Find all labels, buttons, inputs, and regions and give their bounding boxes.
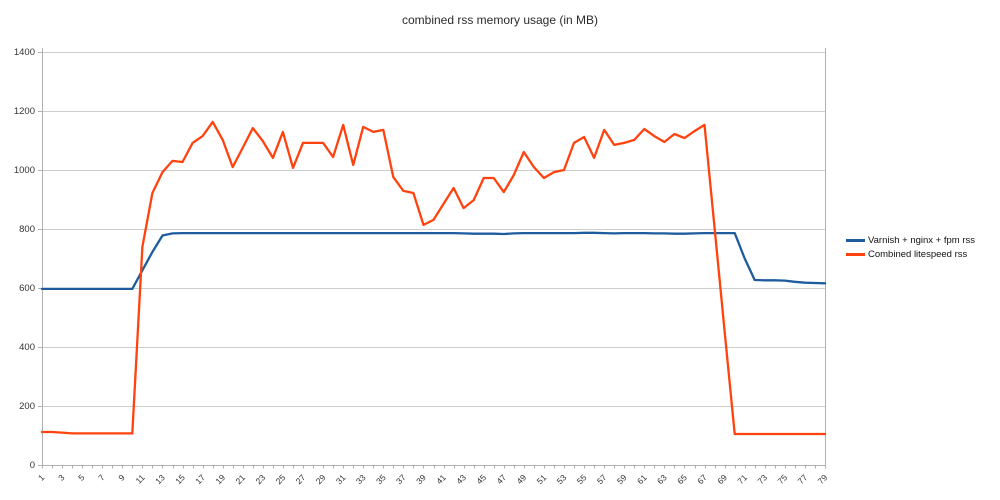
y-axis-labels: 0 200 400 600 800 1000 1200 1400	[14, 47, 35, 471]
svg-text:0: 0	[30, 460, 35, 471]
svg-text:45: 45	[474, 472, 488, 486]
svg-text:200: 200	[19, 401, 35, 412]
svg-text:65: 65	[675, 472, 689, 486]
svg-text:27: 27	[294, 472, 308, 486]
svg-text:39: 39	[414, 472, 428, 486]
svg-text:400: 400	[19, 342, 35, 353]
svg-text:33: 33	[354, 472, 368, 486]
svg-text:43: 43	[454, 472, 468, 486]
legend-line-varnish-icon	[846, 239, 865, 242]
series-line-litespeed	[40, 120, 827, 436]
svg-text:67: 67	[695, 472, 709, 486]
legend-line-litespeed-icon	[846, 253, 865, 256]
svg-text:9: 9	[116, 472, 127, 483]
svg-text:31: 31	[334, 472, 348, 486]
svg-text:37: 37	[394, 472, 408, 486]
svg-text:1000: 1000	[14, 165, 35, 176]
svg-text:5: 5	[76, 472, 87, 483]
svg-text:71: 71	[735, 472, 749, 486]
legend: Varnish + nginx + fpm rss Combined lites…	[846, 235, 975, 260]
svg-text:7: 7	[96, 472, 107, 483]
svg-text:17: 17	[193, 472, 207, 486]
legend-item-litespeed: Combined litespeed rss	[846, 249, 975, 260]
svg-text:77: 77	[796, 472, 810, 486]
y-gridlines	[42, 52, 825, 407]
svg-text:51: 51	[535, 472, 549, 486]
svg-text:59: 59	[615, 472, 629, 486]
svg-text:15: 15	[173, 472, 187, 486]
svg-text:1: 1	[36, 472, 47, 483]
svg-text:69: 69	[715, 472, 729, 486]
svg-text:79: 79	[816, 472, 830, 486]
svg-text:23: 23	[253, 472, 267, 486]
svg-text:3: 3	[56, 472, 67, 483]
svg-text:55: 55	[575, 472, 589, 486]
svg-text:73: 73	[755, 472, 769, 486]
svg-text:21: 21	[233, 472, 247, 486]
svg-text:63: 63	[655, 472, 669, 486]
svg-text:35: 35	[374, 472, 388, 486]
series-line-varnish	[40, 231, 827, 291]
svg-text:57: 57	[595, 472, 609, 486]
axis-ticks	[38, 52, 826, 469]
legend-label-varnish: Varnish + nginx + fpm rss	[868, 235, 976, 246]
svg-text:25: 25	[274, 472, 288, 486]
axes	[38, 48, 826, 466]
svg-text:53: 53	[555, 472, 569, 486]
svg-text:1400: 1400	[14, 47, 35, 58]
svg-text:41: 41	[434, 472, 448, 486]
svg-text:1200: 1200	[14, 106, 35, 117]
svg-text:11: 11	[133, 472, 147, 486]
svg-text:75: 75	[775, 472, 789, 486]
legend-item-varnish: Varnish + nginx + fpm rss	[846, 235, 975, 246]
legend-label-litespeed: Combined litespeed rss	[868, 249, 968, 260]
svg-text:600: 600	[19, 283, 35, 294]
chart-title: combined rss memory usage (in MB)	[401, 13, 599, 27]
svg-text:800: 800	[19, 224, 35, 235]
svg-text:13: 13	[153, 472, 167, 486]
svg-text:29: 29	[314, 472, 328, 486]
svg-text:19: 19	[213, 472, 227, 486]
svg-text:47: 47	[494, 472, 508, 486]
svg-text:49: 49	[514, 472, 528, 486]
svg-text:61: 61	[635, 472, 649, 486]
x-axis-labels: 1 3 5 7 9 11 13 15 17 19 21 23 25 27 29 31 33 35 37 39 41 43 4…	[36, 472, 830, 486]
